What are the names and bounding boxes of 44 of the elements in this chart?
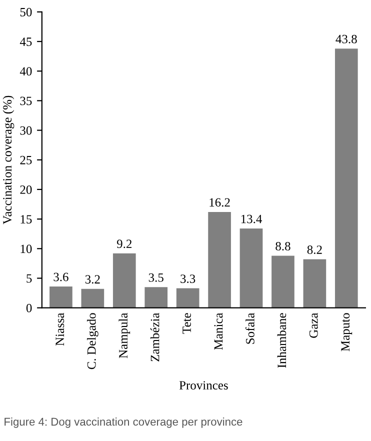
- x-tick-label: Sofala: [245, 312, 254, 344]
- bar: [112, 253, 136, 308]
- data-label: 16.2: [210, 198, 230, 207]
- x-tick-label: Nampula: [118, 312, 130, 358]
- x-axis-title: Provinces: [179, 381, 228, 390]
- data-label: 3.5: [148, 273, 164, 282]
- bar: [240, 228, 263, 308]
- bar: [176, 288, 200, 308]
- x-tick-label: C. Delgado: [86, 313, 98, 370]
- x-tick-label: Tete: [182, 313, 191, 334]
- y-tick-label: 25: [20, 156, 32, 164]
- y-tick-label: 5: [26, 274, 32, 283]
- bar: [272, 256, 294, 308]
- x-tick-label: Zambézia: [150, 312, 160, 362]
- y-tick-label: 15: [20, 215, 32, 224]
- data-label: 9.2: [116, 240, 132, 248]
- y-tick-label: 40: [20, 67, 32, 76]
- bar: [144, 287, 168, 308]
- data-label: 8.8: [276, 242, 290, 250]
- y-tick-label: 20: [20, 185, 32, 194]
- y-tick-label: 30: [20, 126, 32, 135]
- data-label: 3.2: [85, 275, 100, 284]
- x-tick-label: Manica: [214, 312, 223, 350]
- y-tick-label: 45: [20, 38, 32, 46]
- data-label: 3.6: [54, 272, 68, 282]
- data-label: 13.4: [241, 214, 262, 224]
- caption: Figure 4: Dog vaccination coverage per province: [4, 418, 242, 428]
- x-tick-label: Maputo: [341, 313, 352, 352]
- bar: [334, 48, 358, 308]
- y-tick-label: 50: [20, 8, 32, 16]
- y-axis-title: Vaccination coverage (%): [2, 96, 14, 224]
- data-label: 3.3: [180, 274, 196, 284]
- data-label: 43.8: [336, 34, 357, 44]
- bar: [208, 212, 231, 308]
- bar: [81, 288, 104, 308]
- y-tick-label: 10: [20, 244, 32, 254]
- bar: [50, 286, 72, 308]
- x-tick-label: Gaza: [309, 312, 318, 338]
- x-tick-label: Niassa: [56, 312, 64, 346]
- bar: [303, 259, 326, 308]
- x-tick-label: Inhambane: [277, 313, 286, 368]
- data-label: 8.2: [307, 246, 322, 254]
- y-tick-label: 0: [26, 304, 32, 312]
- y-tick-label: 35: [20, 96, 32, 106]
